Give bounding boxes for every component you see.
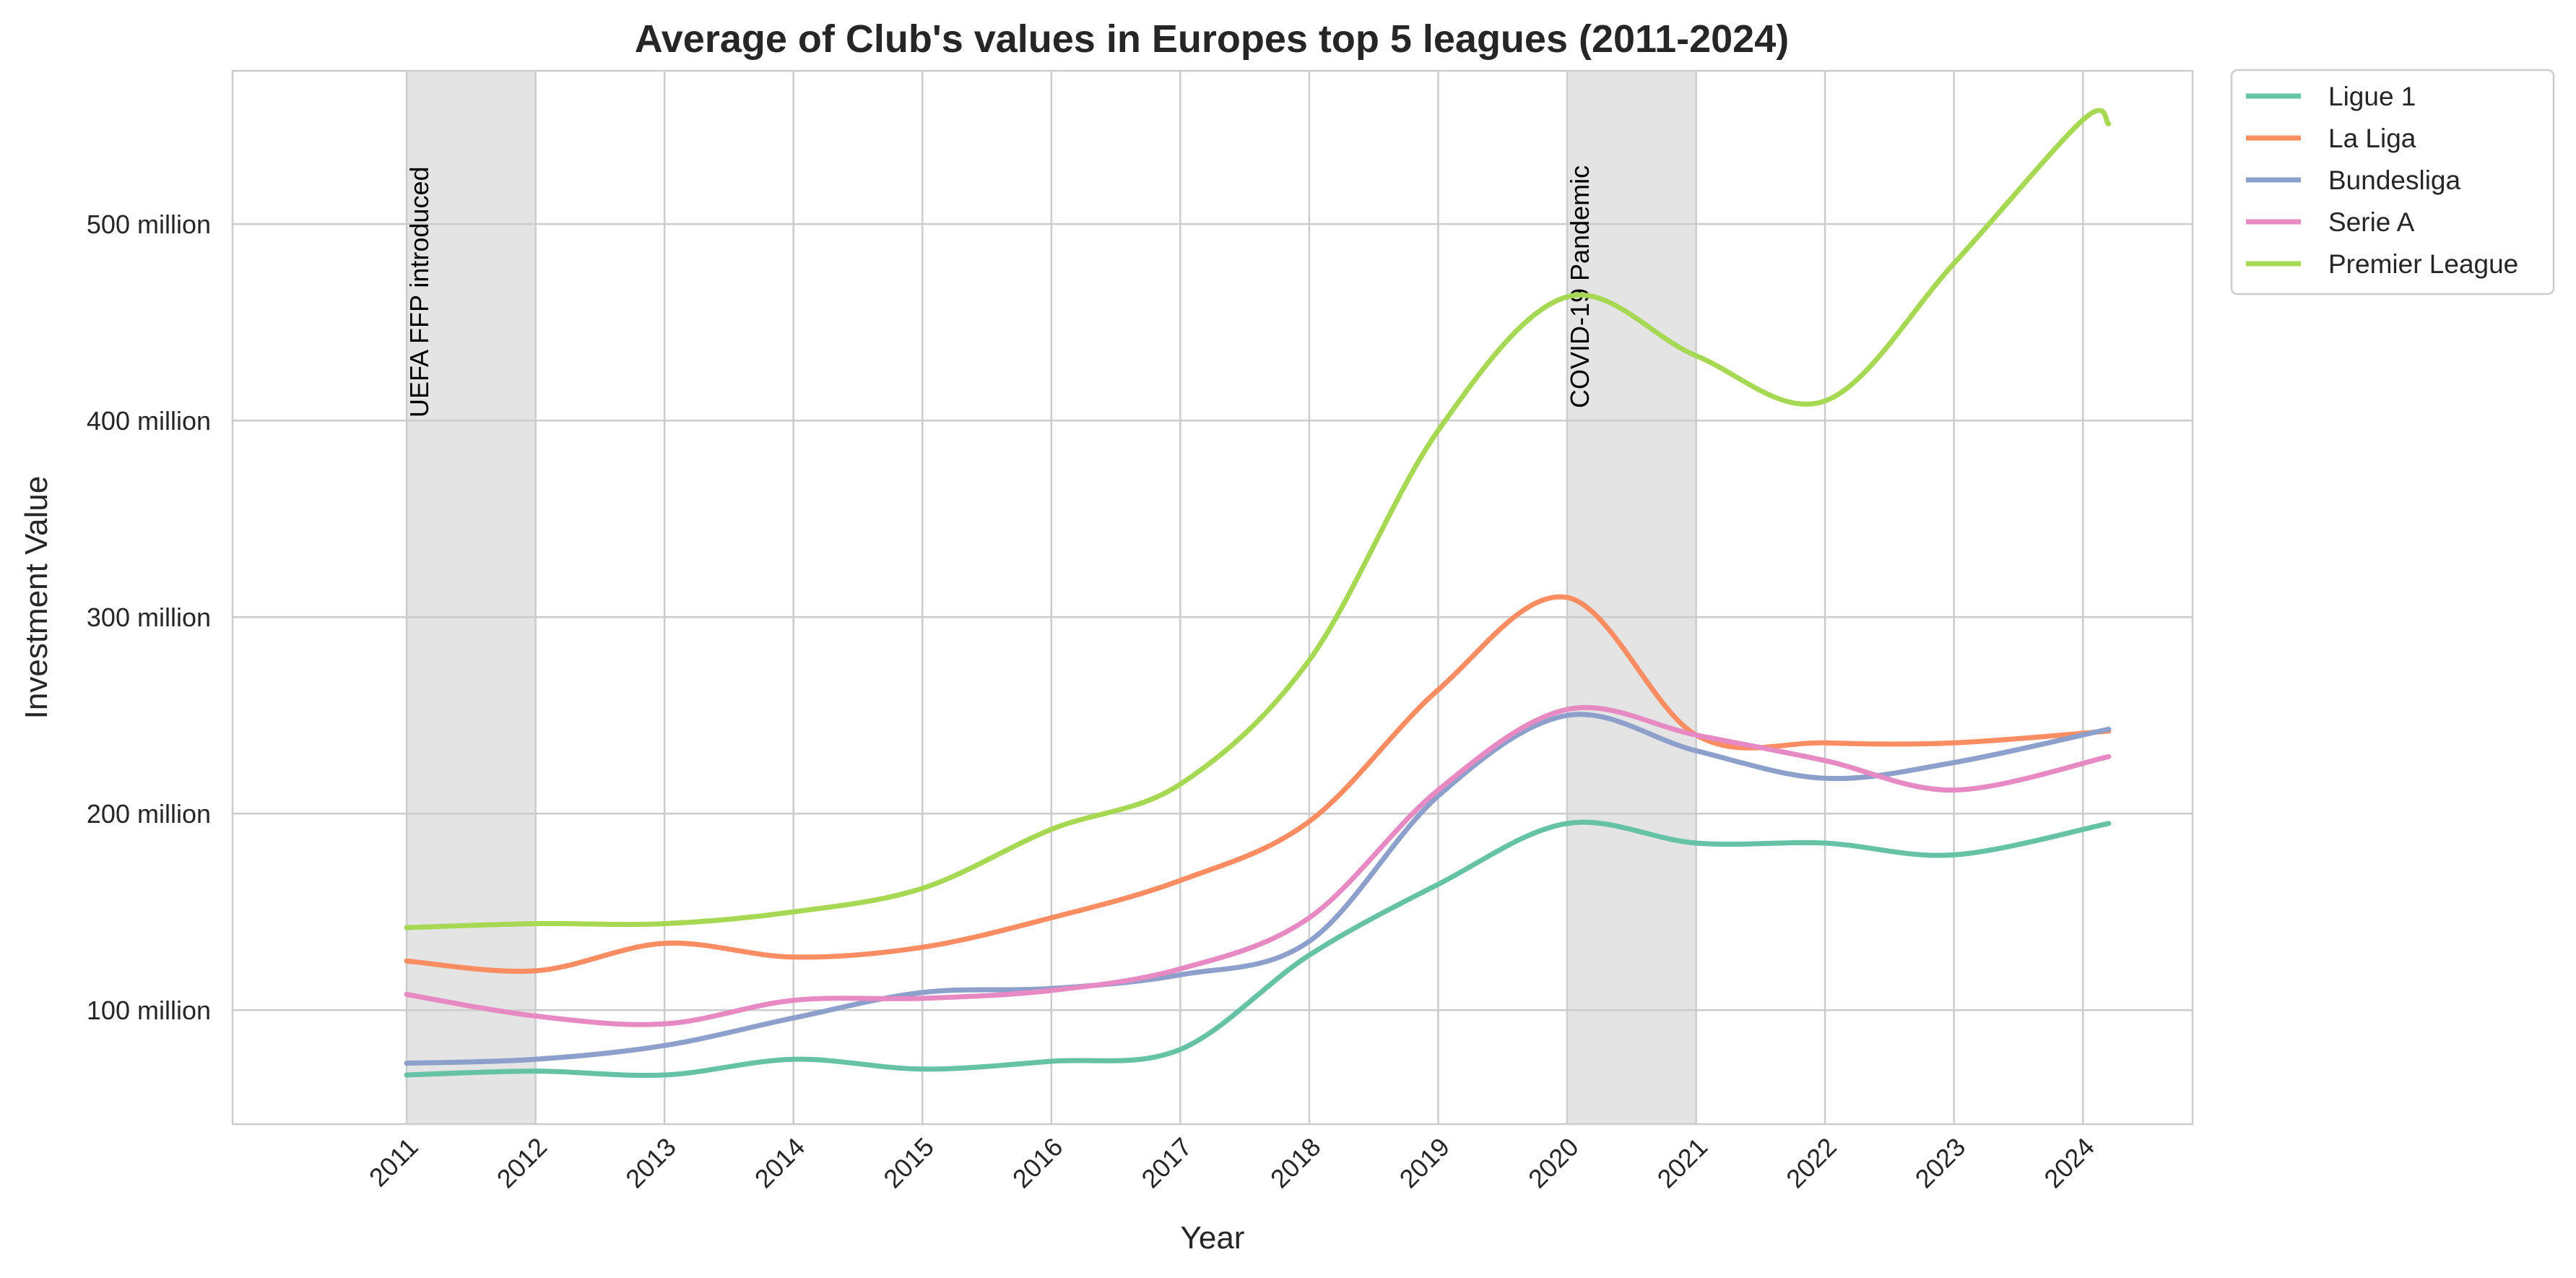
chart-title: Average of Club's values in Europes top … [635, 17, 1789, 61]
legend-label: La Liga [2328, 124, 2416, 153]
x-axis-label: Year [1181, 1220, 1245, 1256]
series-line-serie-a [404, 704, 2112, 1027]
y-tick-label: 500 million [87, 210, 211, 239]
y-tick-label: 100 million [87, 996, 211, 1025]
annotations: UEFA FFP introduced COVID-19 Pandemic [404, 165, 1595, 418]
series-line-premier-league [404, 108, 2112, 931]
annotation-label: COVID-19 Pandemic [1565, 165, 1595, 408]
y-axis-ticks: 100 million 200 million 300 million 400 mil… [87, 210, 211, 1025]
y-axis-label: Investment Value [19, 476, 54, 720]
shaded-region [407, 71, 536, 1124]
y-tick-label: 200 million [87, 799, 211, 829]
series-lines [404, 108, 2112, 1079]
plot-area [233, 71, 2193, 1124]
series-line-ligue-1 [404, 819, 2112, 1079]
legend[interactable]: Ligue 1 La Liga Bundesliga Serie A Premier L… [2230, 69, 2555, 295]
legend-item[interactable]: Ligue 1 [2246, 82, 2416, 111]
legend-label: Ligue 1 [2328, 82, 2416, 111]
plot-frame [231, 69, 2194, 1126]
legend-frame [2230, 69, 2555, 295]
legend-item[interactable]: La Liga [2246, 124, 2416, 153]
shaded-region [1567, 71, 1696, 1124]
grid-lines [233, 71, 2193, 1124]
legend-item[interactable]: Bundesliga [2246, 165, 2461, 195]
series-line-bundesliga [404, 712, 2112, 1066]
y-tick-label: 300 million [87, 603, 211, 632]
legend-item[interactable]: Premier League [2246, 249, 2518, 279]
legend-label: Serie A [2328, 207, 2415, 237]
shaded-regions [407, 71, 1696, 1124]
legend-item[interactable]: Serie A [2246, 207, 2415, 237]
y-tick-label: 400 million [87, 406, 211, 436]
legend-label: Bundesliga [2328, 165, 2461, 195]
legend-label: Premier League [2328, 249, 2518, 279]
series-line-la-liga [404, 594, 2112, 974]
annotation-label: UEFA FFP introduced [404, 166, 434, 418]
